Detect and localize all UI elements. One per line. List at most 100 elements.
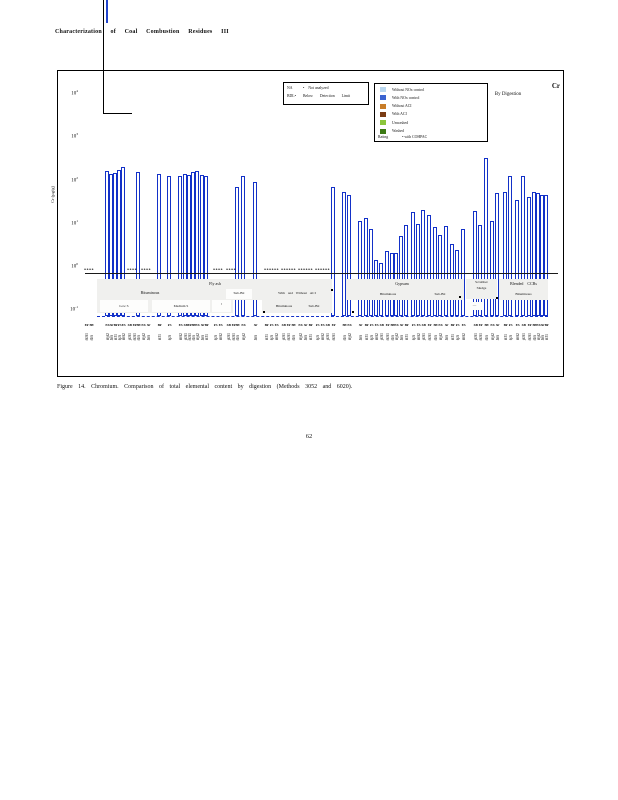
x-tick-code: FS [167, 323, 172, 327]
x-tick-code: EF [427, 323, 432, 327]
section-bituminous-2: Bituminous [275, 304, 293, 308]
x-tick-label: BF ffJ1 [203, 323, 210, 345]
x-tick-label: EX ffjf2 [297, 323, 304, 345]
x-tick-code: BE [291, 323, 296, 327]
x-tick-label: BE fJff [190, 323, 197, 345]
x-tick-rotated-text: fjJf [455, 334, 460, 340]
legend-item: Washed [380, 128, 404, 134]
x-tick-label: EF ffJf1 [83, 323, 90, 345]
x-tick-label: XB jfJf1 [520, 323, 527, 345]
x-tick-rotated-text: ffJ1 [204, 333, 209, 340]
x-tick-label: BE fJff [135, 323, 142, 345]
x-tick-code: SF [540, 323, 545, 327]
section-medium-s: Medium S [173, 304, 189, 308]
x-tick-code: EX [347, 323, 352, 327]
x-tick-rotated-text: ffJ1 [544, 333, 549, 340]
x-tick-rotated-text: ffff2 [461, 332, 466, 340]
band-gypsum [346, 279, 464, 300]
x-tick-code: EX [105, 323, 110, 327]
na-marker: a a [218, 267, 223, 271]
x-tick-code: EX [438, 323, 443, 327]
x-tick-label: BF ffJ1 [403, 323, 410, 345]
axis-vertical-rule [103, 0, 104, 113]
x-tick-code: BF [113, 323, 118, 327]
x-tick-label: BF ffJ1 [307, 323, 314, 345]
x-tick-rotated-text: ffJ1 [404, 333, 409, 340]
x-tick-code: SF [303, 323, 308, 327]
x-tick-code: BE [235, 323, 240, 327]
legend-swatch [380, 103, 386, 109]
x-tick-code: XB [183, 323, 188, 327]
na-text: Not analyzed [308, 86, 329, 90]
x-tick-code: EX [141, 323, 146, 327]
x-tick-label: FS fjJf [268, 323, 275, 345]
bar [109, 173, 113, 316]
x-tick-code: EF [231, 323, 236, 327]
x-tick-rotated-text: ffjf2 [241, 332, 246, 340]
x-tick-code: BF [364, 323, 369, 327]
legend-item-label: With ACI [392, 112, 407, 117]
x-tick-rotated-text: jfJf1 [379, 332, 384, 340]
x-tick-label: BF ffJ1 [363, 323, 370, 345]
x-tick-label: ES ffff2 [460, 323, 467, 345]
bar [191, 171, 195, 316]
bar [404, 225, 408, 316]
x-tick-code: BF [264, 323, 269, 327]
x-tick-code: EX [490, 323, 495, 327]
x-tick-label: ES ffff2 [273, 323, 280, 345]
x-tick-code: EF [132, 323, 137, 327]
figure-frame [57, 70, 564, 377]
na-marker: a a [281, 267, 286, 271]
x-tick-rotated-text: ffJ1 [308, 333, 313, 340]
x-tick-label: SF Jfff [252, 323, 259, 345]
x-tick-rotated-text: jfJf1 [521, 332, 526, 340]
bar [369, 229, 373, 316]
y-tick-label: 103 [71, 132, 78, 141]
x-tick-label: ES ffff2 [217, 323, 224, 345]
x-tick-label: ES ffff2 [319, 323, 326, 345]
stray-mark [331, 289, 333, 291]
section-mini-2: — [472, 303, 477, 307]
legend-item-label: With NOx control [392, 95, 420, 100]
x-tick-rotated-text: Jfff [253, 334, 258, 340]
section-bituminous-3: Bituminous [379, 292, 397, 296]
x-tick-label: EX ffjf2 [240, 323, 247, 345]
bdl-abbr: BDL• [287, 94, 296, 98]
x-tick-code: FS [213, 323, 218, 327]
notes-legend: NA • Not analyzed BDL• Below Detection L… [283, 82, 369, 105]
x-tick-code: FS [269, 323, 274, 327]
section-subbit-3: Sub-Bit [434, 292, 446, 296]
x-tick-code: BE [89, 323, 94, 327]
notes-row-bdl: BDL• Below Detection Limit [287, 94, 365, 98]
x-tick-rotated-text: fJff [484, 334, 489, 340]
x-tick-rotated-text: jfJf1 [421, 332, 426, 340]
x-tick-rotated-text: Jfff [495, 334, 500, 340]
bar [503, 191, 507, 316]
x-tick-label: XB jfJf1 [225, 323, 232, 345]
y-tick-label: 102 [71, 175, 78, 184]
x-tick-code: ES [374, 323, 379, 327]
section-subbit-2: Sub-Bit [308, 304, 320, 308]
page-number: 62 [305, 433, 313, 440]
na-marker: a a [132, 267, 137, 271]
x-tick-label: EX ffjf2 [437, 323, 444, 345]
bar [544, 195, 548, 316]
bar [117, 169, 121, 316]
x-tick-code: SF [109, 323, 114, 327]
x-tick-code: EX [536, 323, 541, 327]
band-aci-lower [262, 300, 332, 313]
x-tick-label: XB jfJf1 [420, 323, 427, 345]
bar [253, 181, 257, 316]
color-legend: Without NOx control With NOx control Witho… [374, 83, 488, 142]
x-tick-code: ES [178, 323, 183, 327]
x-tick-rotated-text: fJff [291, 334, 296, 340]
na-marker: a a [315, 267, 320, 271]
legend-item-label: Without ACI [392, 104, 412, 109]
x-tick-label: BF ffJ1 [449, 323, 456, 345]
x-tick-code: ES [461, 323, 466, 327]
na-marker: a a [264, 267, 269, 271]
x-tick-code: ES [218, 323, 223, 327]
box-medium-s [152, 300, 210, 312]
x-tick-code: FS [508, 323, 513, 327]
